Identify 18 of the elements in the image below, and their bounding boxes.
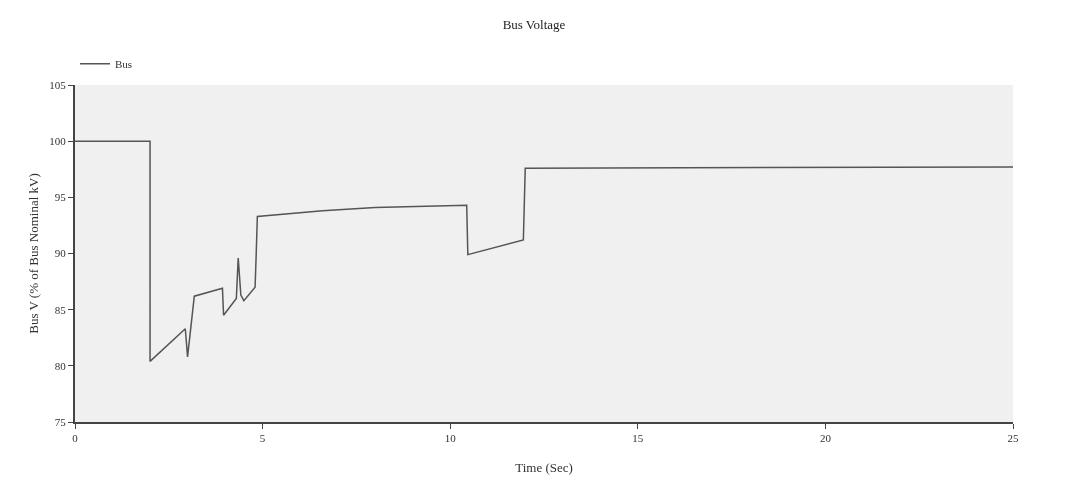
y-tick-label: 90 — [54, 247, 67, 260]
y-tick-label: 95 — [54, 191, 67, 204]
y-tick-label: 85 — [54, 303, 67, 316]
y-axis-title: Bus V (% of Bus Nominal kV) — [26, 173, 41, 334]
x-tick-label: 0 — [72, 432, 79, 445]
line-series — [75, 140, 1013, 363]
y-tick-label: 100 — [49, 135, 67, 148]
legend-label: Bus — [115, 58, 133, 71]
x-tick-label: 20 — [819, 432, 832, 445]
x-tick-label: 25 — [1007, 432, 1019, 445]
x-tick-label: 10 — [444, 432, 457, 445]
y-tick-label: 75 — [54, 415, 67, 428]
x-tick-label: 5 — [259, 432, 266, 445]
x-axis-title: Time (Sec) — [515, 460, 573, 475]
y-tick-label: 105 — [49, 78, 67, 91]
x-tick-label: 15 — [632, 432, 644, 445]
y-tick-label: 80 — [54, 359, 67, 372]
chart-title: Bus Voltage — [502, 16, 566, 32]
